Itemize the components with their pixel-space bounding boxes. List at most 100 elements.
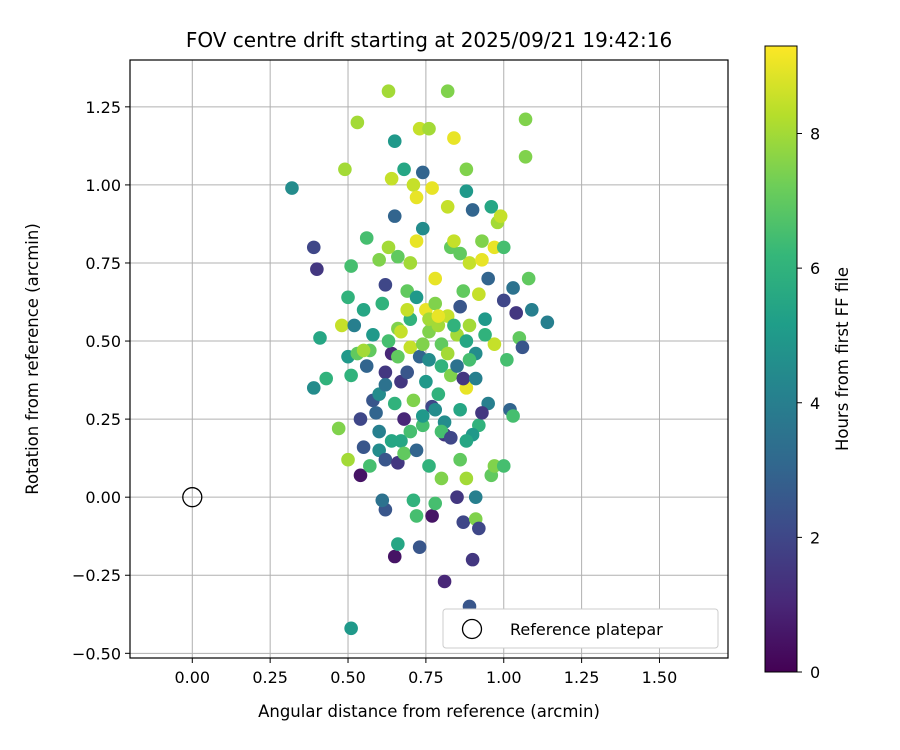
colorbar-gradient xyxy=(764,45,798,673)
data-point xyxy=(425,509,439,523)
legend-marker xyxy=(461,618,483,640)
data-point xyxy=(306,381,321,395)
colorbar-ticks: 0 2 4 6 8 xyxy=(797,125,820,682)
y-axis-ticks: −0.50 −0.25 0.00 0.25 0.50 0.75 1.00 1.25 xyxy=(72,98,130,663)
data-point xyxy=(384,434,399,448)
data-point xyxy=(403,256,418,270)
y-tick-label: 0.75 xyxy=(85,254,121,273)
legend-box xyxy=(442,608,719,649)
colorbar-label: Hours from first FF file xyxy=(833,267,852,451)
data-point xyxy=(378,365,393,380)
data-point xyxy=(369,406,383,420)
x-tick-label: 0.00 xyxy=(174,668,210,687)
x-tick-label: 0.50 xyxy=(330,668,366,687)
x-tick-label: 1.50 xyxy=(642,668,678,687)
data-point xyxy=(397,446,411,461)
data-point xyxy=(338,162,352,177)
data-point xyxy=(496,293,511,308)
y-axis-label: Rotation from reference (arcmin) xyxy=(23,223,42,495)
data-point xyxy=(422,352,436,367)
data-point xyxy=(431,387,446,401)
data-point xyxy=(465,203,480,217)
data-point xyxy=(468,490,483,504)
data-point xyxy=(378,452,393,467)
reference-point xyxy=(182,487,203,508)
data-point xyxy=(409,509,424,523)
data-point xyxy=(406,393,421,408)
data-point xyxy=(384,171,399,186)
data-point xyxy=(366,327,380,342)
colorbar-tick-label: 4 xyxy=(810,394,820,413)
data-point xyxy=(313,331,327,345)
data-point xyxy=(285,181,299,195)
y-tick-label: 1.00 xyxy=(85,176,121,195)
data-point xyxy=(487,459,502,473)
data-point xyxy=(419,374,433,389)
data-point xyxy=(521,271,536,286)
data-point xyxy=(406,178,421,192)
data-point xyxy=(394,324,408,339)
data-point xyxy=(387,549,402,564)
data-point xyxy=(378,278,393,292)
data-point xyxy=(334,318,349,333)
data-point xyxy=(478,327,492,342)
data-point xyxy=(428,402,443,417)
x-tick-label: 0.75 xyxy=(408,668,444,687)
data-point xyxy=(359,359,374,373)
data-point xyxy=(453,402,467,417)
data-point xyxy=(391,249,405,264)
chart-title: FOV centre drift starting at 2025/09/21 … xyxy=(186,28,672,52)
data-point xyxy=(344,621,358,636)
legend-label: Reference platepar xyxy=(510,620,663,639)
x-tick-label: 0.25 xyxy=(252,668,288,687)
data-point xyxy=(428,296,443,311)
data-point xyxy=(359,231,374,245)
data-point xyxy=(506,281,520,295)
data-point xyxy=(353,468,368,483)
data-point xyxy=(456,515,471,529)
data-point xyxy=(472,521,486,536)
data-point xyxy=(450,490,464,504)
data-point xyxy=(403,340,418,355)
data-point xyxy=(363,459,377,473)
data-point xyxy=(409,290,424,305)
data-point xyxy=(387,134,402,148)
data-point xyxy=(372,424,386,439)
data-point xyxy=(447,234,461,248)
reference-marker xyxy=(182,487,203,508)
data-point xyxy=(428,496,443,511)
x-tick-label: 1.25 xyxy=(564,668,600,687)
y-tick-label: 1.25 xyxy=(85,98,121,117)
data-point xyxy=(350,115,365,130)
y-tick-label: −0.50 xyxy=(72,644,121,663)
colorbar: 0 2 4 6 8 Hours from first FF file xyxy=(764,45,852,682)
data-point xyxy=(372,253,386,267)
data-point xyxy=(412,540,427,554)
data-point xyxy=(487,337,502,351)
data-point xyxy=(475,406,489,420)
legend: Reference platepar xyxy=(442,608,719,649)
data-point xyxy=(453,299,467,314)
data-point xyxy=(518,150,533,164)
data-point xyxy=(356,440,371,455)
data-point xyxy=(341,452,355,467)
colorbar-tick-label: 2 xyxy=(810,528,820,547)
data-point xyxy=(341,290,355,305)
data-point xyxy=(319,371,334,386)
data-point xyxy=(450,359,464,373)
y-tick-label: 0.00 xyxy=(85,488,121,507)
data-point xyxy=(484,199,499,214)
data-point xyxy=(397,162,411,177)
data-point xyxy=(422,459,436,473)
data-point xyxy=(387,209,402,223)
data-point xyxy=(447,131,461,145)
data-point xyxy=(440,346,455,361)
data-point xyxy=(465,552,480,567)
x-axis-label: Angular distance from reference (arcmin) xyxy=(258,702,600,721)
data-point xyxy=(475,253,489,267)
data-point xyxy=(422,121,436,136)
data-point xyxy=(409,234,424,248)
data-point xyxy=(356,303,371,317)
data-point xyxy=(344,368,358,383)
